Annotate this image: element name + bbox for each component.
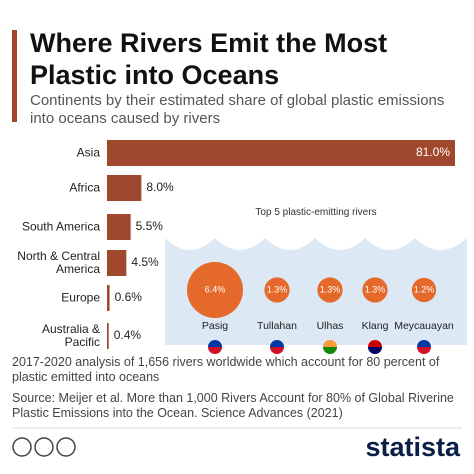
bubble [362,277,388,303]
value-label: 0.6% [115,290,143,304]
value-label: 1.2% [414,284,435,294]
category-label: North & Central America [17,249,100,276]
chart-title: Where Rivers Emit the Most Plastic into … [30,28,388,90]
value-label: 5.5% [136,219,164,233]
flag [208,347,222,354]
flag [417,347,431,354]
value-label: 0.4% [114,328,142,342]
note: 2017-2020 analysis of 1,656 rivers world… [12,355,440,384]
bubble [264,277,290,303]
category-label: Europe [61,290,100,305]
river-label: Pasig [202,320,228,332]
category-label: South America [21,219,100,234]
category-label: Asia [76,145,100,160]
river-label: Tullahan [257,320,297,332]
bubble [411,277,437,303]
accent-bar [12,30,17,122]
river-label: Meycauayan [394,320,454,332]
river-label: Klang [362,320,389,332]
flag [323,347,337,354]
flag [417,340,431,347]
value-label: 81.0% [416,145,450,159]
category-label: Africa [69,180,100,195]
bar [107,285,110,311]
category-label: Australia & Pacific [41,322,100,349]
value-label: 1.3% [320,284,341,294]
value-label: 1.3% [267,284,288,294]
flag [368,347,382,354]
flag [270,347,284,354]
license-icons [12,437,76,457]
bar [107,140,455,166]
flag [208,340,222,347]
bar [107,214,131,240]
bar [107,323,109,349]
chart-subtitle: Continents by their estimated share of g… [30,92,445,127]
flag [323,340,337,347]
flag [270,340,284,347]
bubble [187,262,243,318]
value-label: 4.5% [131,255,159,269]
bar [107,175,142,201]
value-label: 8.0% [146,180,174,194]
water-panel [165,238,467,345]
brand: statista [365,432,460,462]
inset-title: Top 5 plastic-emitting rivers [255,207,377,218]
bar [107,250,127,276]
value-label: 6.4% [205,284,226,294]
source: Source: Meijer et al. More than 1,000 Ri… [12,391,454,420]
value-label: 1.3% [365,284,386,294]
flag [368,340,382,347]
river-label: Ulhas [317,320,344,332]
bubble [317,277,343,303]
